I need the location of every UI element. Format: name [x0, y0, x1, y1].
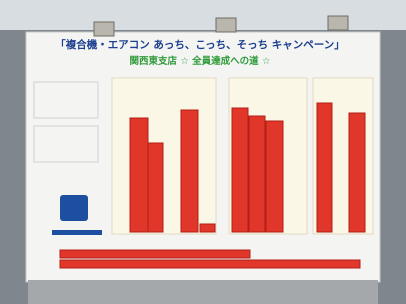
- board-subtitle: 関西東支店 ☆ 全員達成への道 ☆: [130, 55, 271, 67]
- clip: [328, 16, 348, 30]
- logo-text: [52, 230, 102, 235]
- bar: [200, 224, 215, 232]
- bar: [60, 250, 250, 258]
- bar: [181, 110, 198, 232]
- page: 「複合機・エアコン あっち、こっち、そっち キャンペーン」 関西東支店 ☆ 全員…: [0, 0, 406, 304]
- board-tray: [28, 280, 378, 304]
- bar: [130, 118, 148, 232]
- bar: [60, 260, 360, 268]
- bar: [349, 113, 365, 232]
- logo-mark: [60, 195, 88, 221]
- bar: [249, 116, 265, 232]
- bar: [317, 103, 332, 232]
- photo: 「複合機・エアコン あっち、こっち、そっち キャンペーン」 関西東支店 ☆ 全員…: [0, 0, 406, 304]
- panel: [112, 78, 216, 234]
- bar: [148, 143, 163, 232]
- clip: [94, 22, 114, 36]
- board-title: 「複合機・エアコン あっち、こっち、そっち キャンペーン」: [55, 38, 345, 51]
- bar: [266, 121, 283, 232]
- clip: [216, 18, 236, 32]
- bar: [232, 108, 248, 232]
